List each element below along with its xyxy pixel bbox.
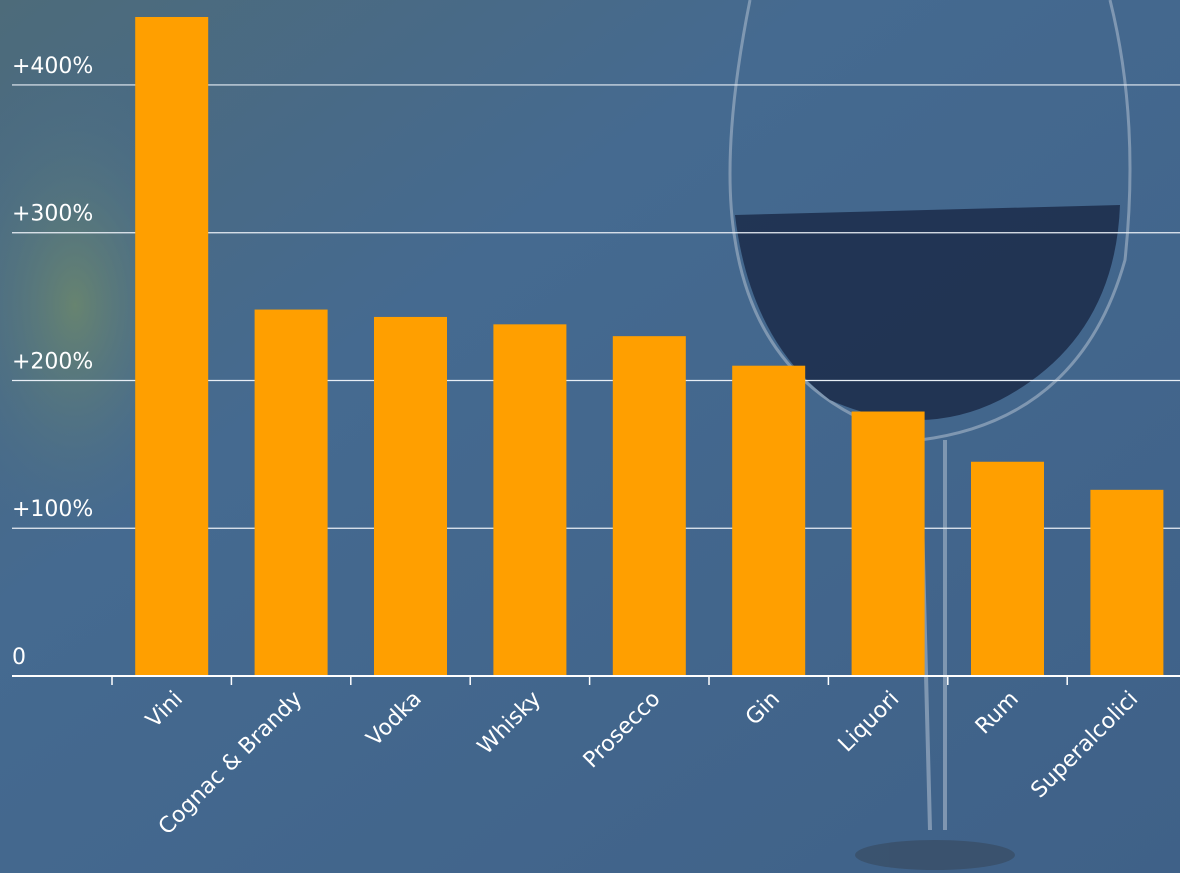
- bar: [851, 411, 925, 676]
- y-tick-label: +300%: [12, 202, 93, 227]
- bar: [254, 309, 328, 676]
- wine-glass: [728, 0, 1132, 870]
- bar: [612, 336, 686, 676]
- y-tick-label: +100%: [12, 497, 93, 522]
- bar: [732, 365, 806, 676]
- y-tick-label: +400%: [12, 54, 93, 79]
- bar: [1090, 489, 1164, 676]
- y-tick-label: +200%: [12, 349, 93, 374]
- bar: [971, 461, 1044, 676]
- bar: [374, 316, 447, 676]
- bar: [135, 16, 209, 676]
- bar: [493, 324, 567, 676]
- y-tick-label: 0: [12, 645, 26, 670]
